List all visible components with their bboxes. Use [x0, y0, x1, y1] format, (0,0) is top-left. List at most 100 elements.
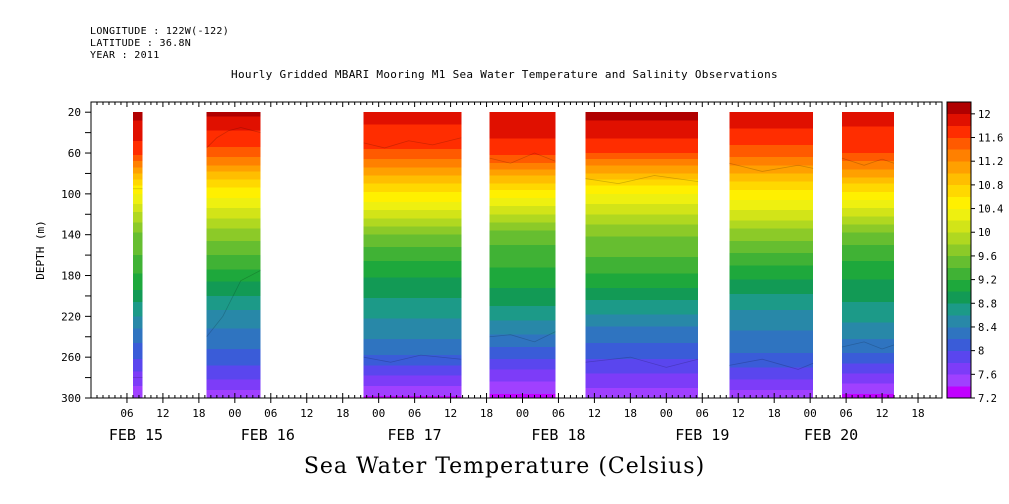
segment-band: [489, 304, 556, 307]
segment-band: [585, 189, 699, 193]
segment-band: [585, 332, 699, 336]
segment-band: [585, 212, 699, 215]
segment-band: [132, 251, 143, 254]
segment-band: [841, 373, 895, 376]
segment-band: [729, 124, 814, 127]
segment-band: [489, 328, 556, 332]
segment-band: [132, 204, 143, 207]
segment-band: [132, 222, 143, 225]
segment-band: [132, 171, 143, 174]
segment-band: [132, 322, 143, 325]
segment-band: [206, 395, 261, 399]
colorbar-label: 9.2: [978, 275, 997, 287]
segment-band: [841, 287, 895, 291]
colorbar-label: 8.4: [978, 322, 997, 334]
segment-band: [363, 155, 462, 158]
segment-band: [841, 179, 895, 183]
segment-band: [729, 349, 814, 352]
segment-band: [132, 159, 143, 162]
segment-band: [489, 220, 556, 223]
segment-band: [489, 179, 556, 183]
segment-band: [489, 281, 556, 285]
segment-band: [489, 244, 556, 248]
segment-band: [206, 193, 261, 197]
x-tick-label: 06: [408, 407, 421, 420]
segment-band: [489, 197, 556, 201]
colorbar-swatch: [947, 255, 971, 269]
segment-band: [585, 273, 699, 276]
segment-band: [489, 161, 556, 164]
segment-band: [132, 281, 143, 285]
segment-band: [729, 159, 814, 162]
segment-band: [489, 287, 556, 291]
segment-band: [206, 208, 261, 211]
segment-band: [841, 297, 895, 301]
segment-band: [206, 118, 261, 121]
segment-band: [729, 220, 814, 223]
segment-band: [585, 346, 699, 350]
segment-band: [206, 167, 261, 170]
segment-band: [489, 373, 556, 376]
segment-band: [841, 220, 895, 223]
segment-band: [363, 359, 462, 362]
segment-band: [489, 312, 556, 315]
segment-band: [206, 318, 261, 321]
x-tick-label: 00: [660, 407, 673, 420]
segment-band: [489, 322, 556, 325]
segment-band: [729, 244, 814, 248]
segment-band: [841, 181, 895, 185]
segment-band: [841, 255, 895, 258]
segment-band: [206, 144, 261, 148]
colorbar-swatch: [947, 244, 971, 257]
segment-band: [729, 179, 814, 183]
segment-band: [729, 136, 814, 140]
segment-band: [585, 210, 699, 213]
segment-band: [363, 112, 462, 115]
segment-band: [729, 387, 814, 391]
segment-band: [363, 169, 462, 172]
colorbar-swatch: [947, 303, 971, 316]
colorbar-label: 7.6: [978, 369, 997, 381]
segment-band: [206, 357, 261, 360]
segment-band: [206, 150, 261, 154]
x-day-label: FEB 18: [531, 426, 585, 444]
segment-band: [729, 269, 814, 272]
segment-band: [585, 255, 699, 258]
colorbar-label: 9.6: [978, 251, 997, 263]
segment-band: [489, 142, 556, 146]
segment-band: [132, 126, 143, 129]
segment-band: [841, 150, 895, 154]
segment-band: [841, 308, 895, 311]
segment-band: [206, 302, 261, 305]
segment-band: [585, 367, 699, 370]
segment-band: [206, 228, 261, 232]
isoline: [729, 162, 814, 172]
segment-band: [729, 391, 814, 395]
segment-band: [489, 120, 556, 123]
segment-band: [585, 310, 699, 313]
segment-band: [489, 216, 556, 219]
segment-band: [363, 365, 462, 368]
segment-band: [363, 355, 462, 358]
segment-band: [729, 175, 814, 178]
segment-band: [489, 224, 556, 227]
segment-band: [585, 242, 699, 246]
isoline: [729, 358, 814, 370]
segment-band: [363, 304, 462, 307]
segment-band: [729, 218, 814, 221]
segment-band: [363, 226, 462, 229]
segment-band: [841, 185, 895, 189]
segment-band: [363, 373, 462, 376]
segment-band: [363, 291, 462, 295]
segment-band: [206, 159, 261, 162]
segment-band: [729, 312, 814, 315]
segment-band: [206, 312, 261, 315]
segment-band: [585, 136, 699, 140]
segment-band: [489, 255, 556, 258]
segment-band: [729, 153, 814, 156]
segment-band: [363, 344, 462, 348]
segment-band: [206, 242, 261, 246]
segment-band: [206, 122, 261, 125]
segment-band: [132, 344, 143, 348]
segment-band: [206, 306, 261, 309]
